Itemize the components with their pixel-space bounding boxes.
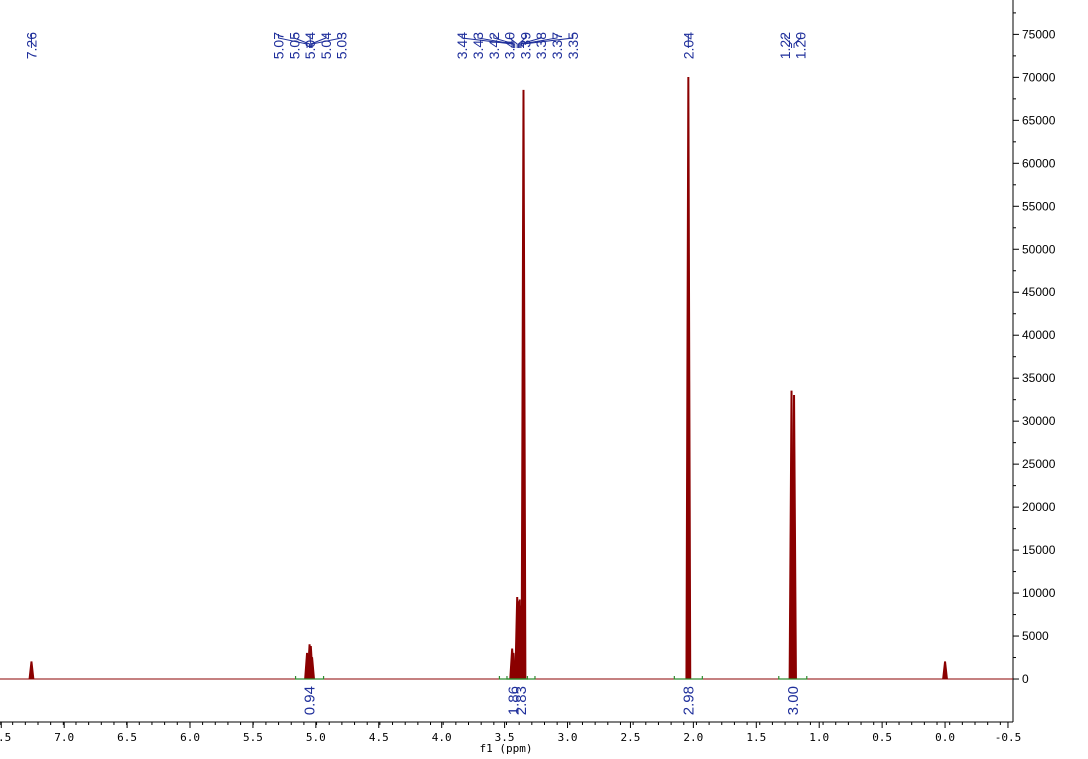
x-tick-label: 6.0 bbox=[180, 731, 200, 744]
peak-label-connector bbox=[793, 34, 802, 48]
peak-label: 3.39 bbox=[517, 32, 533, 59]
y-tick-label: 45000 bbox=[1022, 285, 1056, 299]
peak-label-connector bbox=[784, 34, 793, 48]
y-tick-label: 0 bbox=[1022, 672, 1029, 686]
peak-label-connector bbox=[461, 34, 513, 48]
peak-label-connector bbox=[509, 34, 518, 48]
peak-label: 1.22 bbox=[777, 32, 793, 59]
y-tick-label: 55000 bbox=[1022, 199, 1056, 213]
peak-label-connector bbox=[517, 34, 526, 48]
y-tick-label: 35000 bbox=[1022, 371, 1056, 385]
peak-label-connector bbox=[310, 34, 327, 48]
x-tick-label: 5.0 bbox=[306, 731, 326, 744]
x-axis-label: f1 (ppm) bbox=[480, 742, 533, 755]
peak bbox=[942, 661, 948, 680]
y-tick-label: 15000 bbox=[1022, 543, 1056, 557]
peak-label: 1.20 bbox=[793, 32, 809, 59]
peak-label-connector bbox=[493, 34, 516, 48]
x-tick-label: 5.5 bbox=[243, 731, 263, 744]
y-tick-label: 75000 bbox=[1022, 27, 1056, 41]
y-tick-label: 65000 bbox=[1022, 113, 1056, 127]
y-tick-label: 20000 bbox=[1022, 500, 1056, 514]
integral-bracket bbox=[506, 676, 536, 680]
integral-bracket bbox=[673, 676, 703, 680]
integral-label: 0.94 bbox=[302, 686, 319, 715]
y-tick-label: 40000 bbox=[1022, 328, 1056, 342]
peak-label: 5.05 bbox=[286, 32, 302, 59]
integral-label: 2.83 bbox=[513, 686, 530, 715]
integral-label: 2.98 bbox=[680, 686, 697, 715]
x-tick-label: 7.0 bbox=[54, 731, 74, 744]
y-tick-label: 5000 bbox=[1022, 629, 1049, 643]
integral-bracket bbox=[294, 676, 325, 680]
peak-label-connector bbox=[311, 34, 343, 48]
peak-label-connector bbox=[277, 34, 308, 48]
x-tick-label: 3.0 bbox=[558, 731, 578, 744]
integral-label: 1.86 bbox=[505, 686, 522, 715]
peak-label-connector bbox=[520, 34, 558, 48]
integral-label: 3.00 bbox=[785, 686, 802, 715]
x-tick-label: 2.0 bbox=[683, 731, 703, 744]
y-tick-label: 50000 bbox=[1022, 242, 1056, 256]
x-tick-label: 0.0 bbox=[935, 731, 955, 744]
peak-label: 3.40 bbox=[502, 32, 518, 59]
x-tick-label: 6.5 bbox=[117, 731, 137, 744]
x-tick-label: 7.5 bbox=[0, 731, 11, 744]
y-tick-label: 25000 bbox=[1022, 457, 1056, 471]
peak-label-connector bbox=[522, 34, 574, 48]
peak-label-connector bbox=[293, 34, 311, 48]
integral-bracket bbox=[778, 676, 808, 680]
x-tick-label: -0.5 bbox=[995, 731, 1022, 744]
x-tick-label: 3.5 bbox=[495, 731, 515, 744]
peak bbox=[28, 661, 35, 680]
x-tick-label: 4.5 bbox=[369, 731, 389, 744]
x-tick-label: 4.0 bbox=[432, 731, 452, 744]
x-tick-label: 2.5 bbox=[621, 731, 641, 744]
peak-label: 5.04 bbox=[302, 32, 318, 59]
y-tick-label: 10000 bbox=[1022, 586, 1056, 600]
peak bbox=[685, 76, 692, 680]
y-tick-label: 60000 bbox=[1022, 156, 1056, 170]
peak bbox=[520, 89, 527, 680]
peak-label: 5.04 bbox=[318, 32, 334, 59]
peak-label-connector bbox=[477, 34, 514, 48]
x-tick-label: 1.5 bbox=[746, 731, 766, 744]
peak-label-connector bbox=[519, 34, 542, 48]
x-tick-label: 1.0 bbox=[809, 731, 829, 744]
y-tick-label: 70000 bbox=[1022, 70, 1056, 84]
x-tick-label: 0.5 bbox=[872, 731, 892, 744]
y-tick-label: 30000 bbox=[1022, 414, 1056, 428]
